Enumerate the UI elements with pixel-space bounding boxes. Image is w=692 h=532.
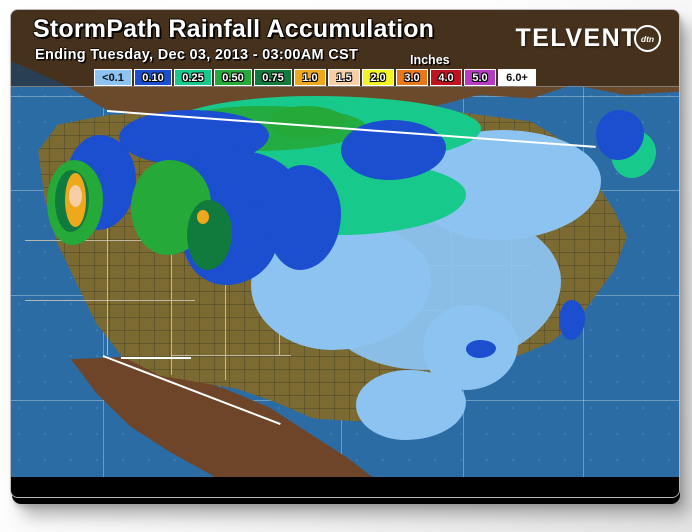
state-boundary — [25, 300, 195, 301]
legend-swatch[interactable]: 2.0 — [362, 69, 394, 86]
precip-region — [266, 165, 341, 270]
page-title: StormPath Rainfall Accumulation — [33, 15, 435, 43]
state-boundary — [107, 175, 108, 355]
legend-swatch[interactable]: 1.0 — [294, 69, 326, 86]
weather-map-card: StormPath Rainfall Accumulation Ending T… — [10, 9, 680, 498]
legend-swatch[interactable]: 0.25 — [174, 69, 212, 86]
telvent-logo[interactable]: TELVENT dtn — [515, 24, 661, 53]
legend-swatch[interactable]: 0.50 — [214, 69, 252, 86]
legend-swatch[interactable]: 4.0 — [430, 69, 462, 86]
legend-swatch[interactable]: 3.0 — [396, 69, 428, 86]
us-mexico-border — [121, 357, 191, 359]
units-label: Inches — [410, 53, 450, 67]
valid-time-label: Ending Tuesday, Dec 03, 2013 - 03:00AM C… — [35, 47, 359, 63]
rainfall-legend[interactable]: <0.1 0.10 0.25 0.50 0.75 1.0 1.5 2.0 3.0 4.0 5.0 6.… — [94, 69, 538, 86]
legend-swatch[interactable]: 0.75 — [254, 69, 292, 86]
precip-region — [69, 185, 82, 207]
brand-name: TELVENT — [515, 24, 638, 52]
legend-swatch[interactable]: 6.0+ — [498, 69, 536, 86]
legend-swatch[interactable]: <0.1 — [94, 69, 132, 86]
precip-region — [356, 370, 466, 440]
precip-region — [197, 210, 209, 224]
precip-region — [466, 340, 496, 358]
legend-swatch[interactable]: 5.0 — [464, 69, 496, 86]
map-bottom-bar — [11, 477, 679, 497]
legend-swatch[interactable]: 1.5 — [328, 69, 360, 86]
legend-swatch[interactable]: 0.10 — [134, 69, 172, 86]
state-boundary — [171, 355, 291, 356]
dtn-badge-icon: dtn — [634, 25, 661, 52]
state-boundary — [171, 175, 172, 375]
precip-region — [596, 110, 644, 160]
precip-region — [559, 300, 585, 340]
precip-region — [187, 200, 232, 270]
map-header-bar: StormPath Rainfall Accumulation Ending T… — [11, 10, 679, 87]
